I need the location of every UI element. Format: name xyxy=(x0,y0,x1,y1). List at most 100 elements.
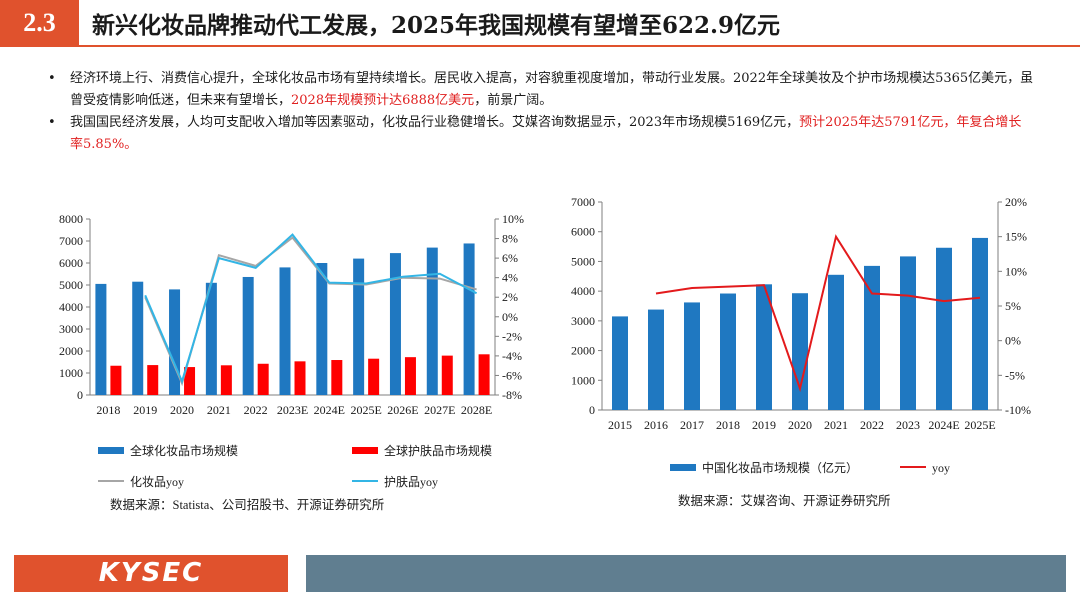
bullet-text: 经济环境上行、消费信心提升，全球化妆品市场有望持续增长。居民收入提高，对容貌重视… xyxy=(70,71,1034,108)
logo-text: KYSEC xyxy=(98,558,204,588)
bar xyxy=(792,293,808,410)
series-line xyxy=(655,234,981,393)
series-line xyxy=(144,233,478,385)
legend-label: 化妆品yoy xyxy=(130,475,184,489)
x-tick-label: 2019 xyxy=(752,418,776,432)
y-tick-label-right: 10% xyxy=(502,212,524,226)
y-tick-label-right: 0% xyxy=(1005,334,1021,348)
y-tick-label-right: -6% xyxy=(502,368,522,382)
y-tick-label-right: 20% xyxy=(1005,195,1027,209)
bar xyxy=(936,247,952,410)
bar xyxy=(257,363,269,395)
x-tick-label: 2027E xyxy=(424,403,455,417)
y-tick-label-right: -8% xyxy=(502,388,522,402)
y-tick-label-right: -5% xyxy=(1005,368,1025,382)
y-tick-label-right: 5% xyxy=(1005,299,1021,313)
bar xyxy=(756,284,772,410)
y-tick-label-right: 10% xyxy=(1005,264,1027,278)
y-tick-label-left: 7000 xyxy=(571,195,595,209)
china-market-chart: 0 1000 2000 3000 4000 5000 6000 7000 -10% -5% 0% 5%… xyxy=(571,195,1031,508)
bar xyxy=(294,361,306,395)
x-tick-label: 2018 xyxy=(716,418,740,432)
y-tick-label-left: 4000 xyxy=(571,284,595,298)
bullet-list: 经济环境上行、消费信心提升，全球化妆品市场有望持续增长。居民收入提高，对容貌重视… xyxy=(44,68,1034,156)
y-tick-label-left: 2000 xyxy=(59,344,83,358)
x-tick-label: 2026E xyxy=(387,403,418,417)
x-tick-label: 2024E xyxy=(928,418,959,432)
x-tick-label: 2020 xyxy=(170,403,194,417)
bullet-highlight: 预计2025年达5791亿元，年复合增长率5.85%。 xyxy=(70,115,1022,152)
x-tick-label: 2021 xyxy=(824,418,848,432)
bar xyxy=(648,309,664,410)
legend-swatch xyxy=(352,447,378,454)
header-bar xyxy=(79,0,1080,45)
y-tick-label-left: 6000 xyxy=(571,225,595,239)
y-tick-label-left: 1000 xyxy=(59,366,83,380)
x-tick-label: 2017 xyxy=(680,418,704,432)
bullet-text: 我国国民经济发展，人均可支配收入增加等因素驱动，化妆品行业稳健增长。艾媒咨询数据… xyxy=(70,115,800,130)
legend-label: yoy xyxy=(932,461,950,475)
y-tick-label-right: -10% xyxy=(1005,403,1031,417)
legend-swatch xyxy=(98,447,124,454)
bar xyxy=(441,355,453,395)
legend-label: 全球化妆品市场规模 xyxy=(130,443,238,458)
bar xyxy=(184,367,196,395)
bar xyxy=(169,289,181,395)
bar xyxy=(864,265,880,410)
bar xyxy=(463,243,475,395)
bar xyxy=(972,237,988,410)
y-tick-label-left: 8000 xyxy=(59,212,83,226)
y-tick-label-left: 1000 xyxy=(571,373,595,387)
bar xyxy=(147,365,159,395)
bar xyxy=(316,263,328,395)
global-market-chart: 0 1000 2000 3000 4000 5000 6000 7000 8000 -8% -6% -… xyxy=(59,212,524,512)
bar xyxy=(95,283,107,395)
bullet-item: 我国国民经济发展，人均可支配收入增加等因素驱动，化妆品行业稳健增长。艾媒咨询数据… xyxy=(44,112,1034,156)
bar xyxy=(389,253,401,395)
y-tick-label-left: 2000 xyxy=(571,344,595,358)
bar xyxy=(404,357,416,395)
bar xyxy=(720,293,736,410)
bullet-highlight: 2028年规模预计达6888亿美元 xyxy=(291,93,475,108)
bar xyxy=(612,316,628,410)
y-tick-label-right: 0% xyxy=(502,310,518,324)
y-tick-label-left: 0 xyxy=(77,388,83,402)
y-tick-label-left: 3000 xyxy=(59,322,83,336)
kysec-logo: KYSEC xyxy=(14,555,288,592)
section-number: 2.3 xyxy=(0,0,79,45)
x-tick-label: 2021 xyxy=(207,403,231,417)
y-tick-label-right: 6% xyxy=(502,251,518,265)
bar xyxy=(242,276,254,395)
x-tick-label: 2025E xyxy=(964,418,995,432)
bar xyxy=(220,365,232,395)
bar xyxy=(132,281,144,395)
bar xyxy=(110,365,122,395)
legend-label: 护肤品yoy xyxy=(384,474,438,489)
x-tick-label: 2019 xyxy=(133,403,157,417)
bar xyxy=(331,360,343,395)
bullet-item: 经济环境上行、消费信心提升，全球化妆品市场有望持续增长。居民收入提高，对容貌重视… xyxy=(44,68,1034,112)
y-tick-label-right: -2% xyxy=(502,329,522,343)
footer-bar xyxy=(306,555,1066,592)
x-tick-label: 2022 xyxy=(244,403,268,417)
x-tick-label: 2025E xyxy=(350,403,381,417)
y-tick-label-left: 0 xyxy=(589,403,595,417)
y-tick-label-left: 6000 xyxy=(59,256,83,270)
x-tick-label: 2024E xyxy=(314,403,345,417)
y-tick-label-right: 2% xyxy=(502,290,518,304)
bullet-text: ，前景广阔。 xyxy=(474,93,553,108)
legend-label: 中国化妆品市场规模（亿元） xyxy=(702,460,858,475)
legend-label: 全球护肤品市场规模 xyxy=(384,443,492,458)
bar xyxy=(353,258,365,395)
x-tick-label: 2015 xyxy=(608,418,632,432)
header-divider xyxy=(0,45,1080,47)
y-tick-label-right: 15% xyxy=(1005,230,1027,244)
source-note: 数据来源：艾媒咨询、开源证券研究所 xyxy=(678,493,891,508)
x-tick-label: 2022 xyxy=(860,418,884,432)
bar xyxy=(478,354,490,395)
x-tick-label: 2018 xyxy=(96,403,120,417)
y-tick-label-left: 5000 xyxy=(59,278,83,292)
x-tick-label: 2016 xyxy=(644,418,668,432)
y-tick-label-left: 5000 xyxy=(571,254,595,268)
y-tick-label-left: 4000 xyxy=(59,300,83,314)
